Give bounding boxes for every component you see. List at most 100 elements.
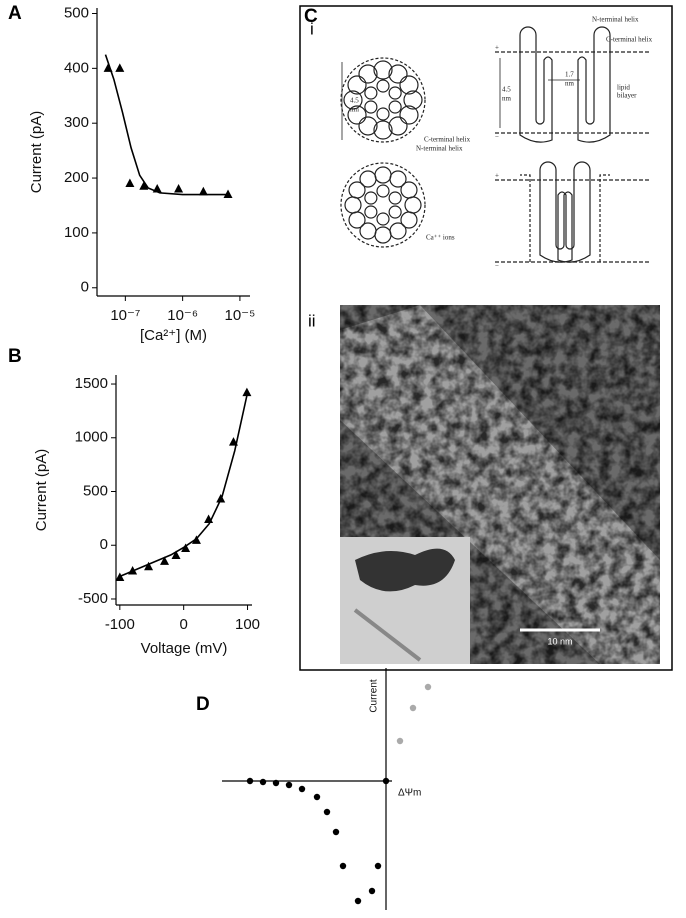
data-point bbox=[323, 808, 331, 816]
data-point bbox=[144, 561, 154, 571]
data-point bbox=[139, 181, 149, 190]
helix bbox=[373, 120, 393, 140]
diagram-label: nm bbox=[565, 80, 575, 88]
diagram bbox=[340, 26, 650, 263]
helix bbox=[374, 226, 392, 244]
y-tick-label: 1000 bbox=[75, 429, 108, 446]
data-point bbox=[272, 779, 280, 787]
panel-frame bbox=[299, 5, 673, 671]
data-point bbox=[181, 543, 191, 552]
micrograph: 10 nm bbox=[340, 305, 660, 664]
data-point bbox=[313, 793, 321, 801]
diagram-label: lipid bbox=[617, 84, 630, 92]
x-tick-label: 10⁻⁶ bbox=[167, 307, 198, 324]
helix bbox=[364, 191, 378, 205]
helix bbox=[348, 211, 366, 229]
diagram-label: nm bbox=[502, 95, 512, 103]
diagram-label: + bbox=[495, 172, 499, 180]
data-point bbox=[332, 828, 340, 836]
helix bbox=[358, 64, 378, 84]
helix bbox=[388, 86, 402, 100]
diagram-label: nm bbox=[350, 106, 360, 114]
data-point bbox=[115, 572, 125, 581]
x-tick-label: 10⁻⁷ bbox=[110, 307, 140, 324]
data-point bbox=[160, 556, 170, 565]
helix bbox=[399, 105, 419, 125]
diagram-label: − bbox=[495, 133, 499, 141]
data-point bbox=[125, 178, 135, 188]
diagram-label: N-terminal helix bbox=[416, 145, 463, 153]
data-point bbox=[246, 777, 254, 785]
panel-label: A bbox=[8, 3, 22, 24]
helix-hairpin bbox=[519, 26, 553, 143]
helix bbox=[376, 107, 390, 121]
x-axis-label: [Ca²⁺] (M) bbox=[140, 327, 207, 344]
helix bbox=[388, 64, 408, 84]
part-label: i bbox=[310, 19, 314, 38]
x-tick-label: 100 bbox=[235, 616, 260, 633]
data-point bbox=[396, 737, 404, 745]
y-tick-label: 0 bbox=[100, 536, 108, 553]
x-tick-label: 0 bbox=[180, 616, 188, 633]
diagram-label: 4.5 bbox=[502, 86, 511, 94]
helix bbox=[344, 196, 362, 214]
diagram-label: C-terminal helix bbox=[424, 136, 471, 144]
diagram-label: bilayer bbox=[617, 92, 637, 100]
diagram-label: − bbox=[495, 262, 499, 270]
data-point bbox=[174, 184, 184, 193]
y-tick-label: 0 bbox=[81, 279, 89, 296]
x-tick-label: 10⁻⁵ bbox=[224, 307, 255, 324]
diagram-label: C-terminal helix bbox=[606, 36, 653, 44]
y-tick-label: 200 bbox=[64, 169, 89, 186]
data-point bbox=[259, 778, 267, 786]
panel-label: B bbox=[8, 346, 22, 367]
helix bbox=[400, 211, 418, 229]
data-point bbox=[198, 186, 208, 196]
y-axis-label: Current (pA) bbox=[28, 111, 45, 194]
data-point bbox=[171, 550, 181, 559]
helix bbox=[399, 75, 419, 95]
pore-outline bbox=[340, 162, 426, 248]
part-label: ii bbox=[308, 311, 316, 330]
y-tick-label: 400 bbox=[64, 59, 89, 76]
helix bbox=[388, 100, 402, 114]
data-point bbox=[424, 683, 432, 691]
data-point bbox=[382, 777, 390, 785]
helix bbox=[343, 90, 363, 110]
diagram-label: N-terminal helix bbox=[592, 16, 639, 24]
panel-label: D bbox=[196, 694, 210, 715]
helix bbox=[389, 222, 407, 240]
inset-blob bbox=[355, 548, 455, 592]
y-tick-label: 500 bbox=[64, 4, 89, 21]
data-point bbox=[339, 862, 347, 870]
data-point bbox=[354, 897, 362, 905]
scale-bar-label: 10 nm bbox=[547, 636, 572, 646]
pore-outline bbox=[340, 57, 426, 143]
inset-fiber bbox=[353, 608, 422, 662]
helix bbox=[376, 212, 390, 226]
helix-hairpin bbox=[539, 161, 573, 263]
helix bbox=[376, 184, 390, 198]
helix bbox=[359, 222, 377, 240]
helix bbox=[389, 170, 407, 188]
x-axis-label: ΔΨm bbox=[398, 788, 421, 799]
panel-label: C bbox=[304, 6, 318, 27]
helix bbox=[364, 205, 378, 219]
diagram-label: Ca⁺⁺ ions bbox=[426, 234, 455, 242]
helix bbox=[376, 79, 390, 93]
x-tick-label: -100 bbox=[105, 616, 135, 633]
helix bbox=[364, 100, 378, 114]
data-point bbox=[374, 862, 382, 870]
data-point bbox=[368, 887, 376, 895]
data-point bbox=[285, 781, 293, 789]
fit-line bbox=[104, 54, 229, 196]
y-tick-label: 100 bbox=[64, 224, 89, 241]
helix bbox=[403, 90, 423, 110]
y-axis-label: Current (pA) bbox=[33, 449, 50, 532]
helix bbox=[400, 181, 418, 199]
diagram-label: 4.5 bbox=[350, 97, 359, 105]
data-point bbox=[115, 63, 125, 72]
data-point bbox=[242, 387, 252, 397]
data-point bbox=[409, 704, 417, 712]
